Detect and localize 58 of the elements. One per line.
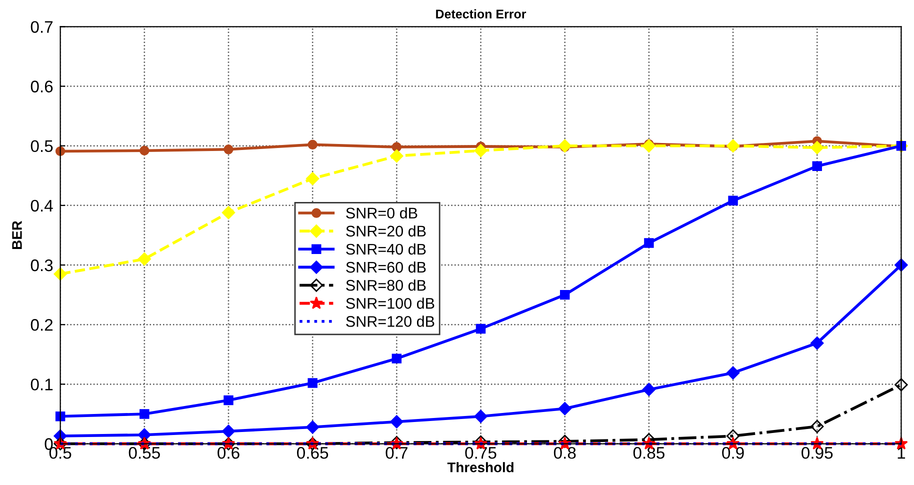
point [222, 424, 236, 438]
point [476, 324, 486, 334]
point [222, 206, 236, 220]
point [642, 139, 656, 152]
x-tick-label: 0.6 [218, 446, 240, 459]
y-tick-label: 0.3 [30, 259, 53, 272]
y-tick-label: 0.4 [30, 200, 53, 212]
legend-label: SNR=40 dB [346, 243, 426, 255]
legend-label: SNR=0 dB [346, 207, 418, 219]
y-tick-label: 0.2 [30, 319, 53, 331]
legend-label: SNR=100 dB [346, 298, 434, 309]
x-tick-label: 0.9 [722, 446, 744, 459]
point [558, 139, 572, 152]
point [140, 409, 150, 419]
x-tick-label: 0.8 [554, 446, 576, 459]
point [726, 139, 740, 152]
point [810, 420, 824, 434]
point [138, 252, 151, 266]
legend-label: SNR=80 dB [346, 280, 426, 291]
point [728, 196, 738, 206]
point [812, 161, 822, 171]
legend-label: SNR=20 dB [346, 225, 426, 237]
point [474, 144, 488, 158]
point [306, 172, 320, 186]
point [810, 336, 824, 350]
legend-label: SNR=60 dB [346, 261, 426, 273]
chart-title: Detection Error [436, 9, 526, 18]
x-tick-label: 0.65 [297, 446, 328, 459]
point [140, 146, 150, 156]
y-tick-label: 0.6 [30, 80, 53, 92]
point [810, 141, 824, 154]
point [308, 378, 318, 388]
point [726, 429, 740, 443]
point [224, 144, 234, 154]
point [644, 238, 654, 248]
point [894, 378, 908, 392]
x-tick-label: 0.7 [386, 446, 408, 459]
point [390, 149, 404, 163]
point [558, 402, 572, 416]
x-tick-label: 0.95 [802, 446, 833, 459]
point [308, 140, 318, 150]
x-tick-label: 0.85 [633, 446, 664, 459]
point [392, 354, 402, 364]
x-axis-title: Threshold [447, 462, 514, 472]
point [392, 142, 402, 152]
y-tick-label: 0.7 [30, 21, 53, 33]
legend-label: SNR=120 dB [346, 316, 434, 327]
y-tick-label: 0.1 [30, 378, 53, 390]
x-tick-label: 1 [898, 447, 906, 459]
point [642, 382, 656, 396]
y-tick-label: 0.5 [30, 140, 53, 152]
point [224, 395, 234, 406]
point [306, 420, 320, 434]
point [474, 410, 488, 423]
point [390, 415, 404, 428]
point [726, 366, 740, 380]
point [560, 290, 570, 300]
y-axis-title: BER [12, 220, 22, 249]
